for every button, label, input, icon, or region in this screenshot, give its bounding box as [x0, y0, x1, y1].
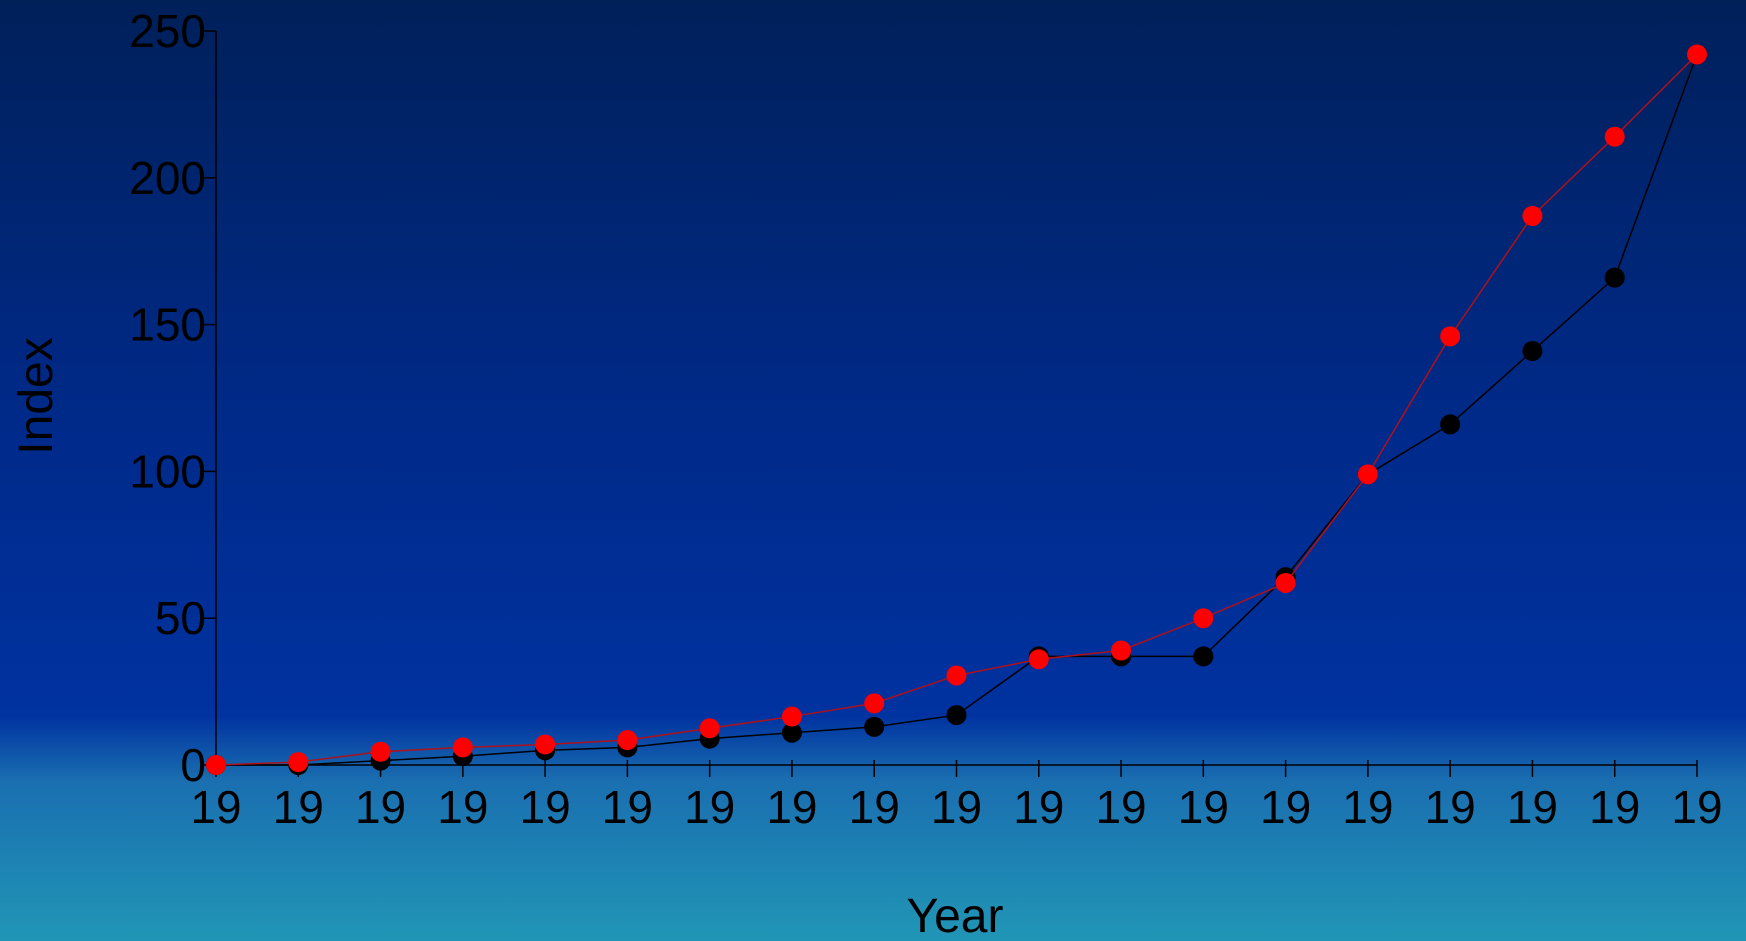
- y-tick-label: 200: [129, 152, 206, 204]
- series-1-point: [946, 705, 967, 726]
- series-2-point: [452, 737, 473, 758]
- series-2-point: [1440, 326, 1461, 347]
- x-tick-label: 19: [355, 781, 406, 833]
- series-2-point: [1687, 44, 1707, 65]
- series-2-point: [1604, 126, 1625, 147]
- x-axis-title: Year: [907, 890, 1004, 941]
- series-2-point: [699, 718, 720, 739]
- y-tick-label: 100: [129, 445, 206, 497]
- x-tick-label: 19: [931, 781, 982, 833]
- x-tick-label: 19: [1425, 781, 1476, 833]
- x-tick-label: 19: [437, 781, 488, 833]
- series-2-point: [946, 665, 967, 686]
- series-2-point: [1357, 464, 1378, 485]
- x-tick-label: 19: [766, 781, 817, 833]
- series-2-point: [370, 741, 391, 762]
- series-1-point: [1522, 341, 1543, 362]
- y-axis: 0 50 100 150 200 250: [129, 5, 217, 791]
- x-tick-label: 19: [520, 781, 571, 833]
- x-tick-label: 19: [1589, 781, 1640, 833]
- series-2-point: [781, 706, 802, 727]
- x-tick-label: 19: [1260, 781, 1311, 833]
- series-2-point: [1275, 572, 1296, 593]
- series-2-point: [288, 752, 309, 773]
- y-tick-label: 250: [129, 5, 206, 57]
- x-tick-label: 19: [190, 781, 241, 833]
- series-layer: [206, 44, 1707, 775]
- series-2-point: [1111, 640, 1132, 661]
- series-2-point: [535, 734, 556, 755]
- x-tick-label: 19: [602, 781, 653, 833]
- x-tick-label: 19: [273, 781, 324, 833]
- series-2-point: [1522, 205, 1543, 226]
- x-tick-label: 19: [1013, 781, 1064, 833]
- y-tick-label: 50: [155, 592, 206, 644]
- series-1-line: [216, 54, 1698, 766]
- series-1-point: [864, 716, 885, 737]
- x-axis: 19 19 19 19 19 19 19 19 19 19 19 19 19 19 19 19 19 19 19: [190, 760, 1723, 833]
- x-tick-label: 19: [684, 781, 735, 833]
- series-2-point: [1193, 608, 1214, 629]
- series-1: [206, 44, 1707, 775]
- series-1-point: [781, 722, 802, 743]
- y-tick-label: 0: [180, 739, 206, 791]
- series-1-point: [1193, 646, 1214, 667]
- y-axis-title: Index: [10, 337, 63, 454]
- x-tick-label: 19: [1342, 781, 1393, 833]
- series-2-point: [617, 730, 638, 751]
- series-2-point: [206, 755, 226, 775]
- series-2-line: [215, 53, 1698, 766]
- x-tick-label: 19: [849, 781, 900, 833]
- x-tick-label: 19: [1671, 781, 1722, 833]
- series-2: [206, 44, 1707, 775]
- series-1-point: [1604, 267, 1625, 288]
- series-2-point: [1028, 649, 1049, 670]
- series-2-point: [864, 693, 885, 714]
- x-tick-label: 19: [1178, 781, 1229, 833]
- series-1-point: [1440, 414, 1461, 435]
- y-tick-label: 150: [129, 299, 206, 351]
- x-tick-label: 19: [1507, 781, 1558, 833]
- x-tick-label: 19: [1095, 781, 1146, 833]
